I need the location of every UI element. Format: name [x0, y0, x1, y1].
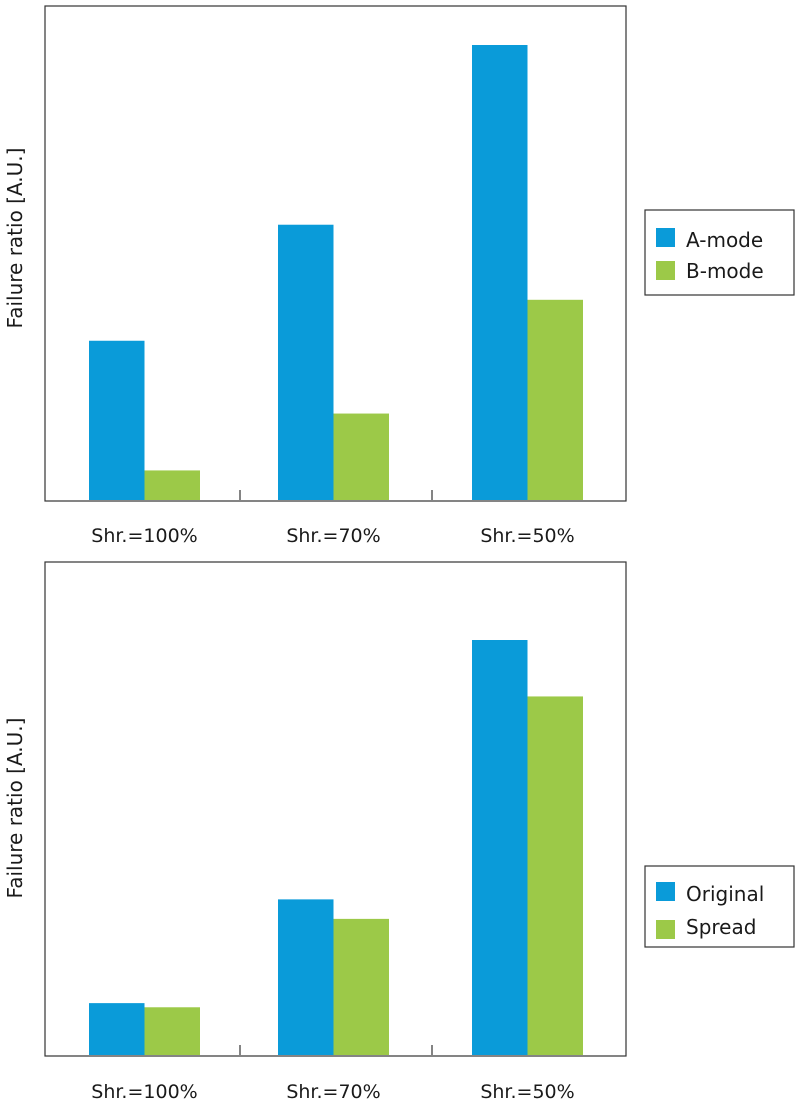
legend-label-original: Original	[686, 882, 764, 906]
legend: A-mode B-mode	[644, 209, 795, 296]
legend-label-spread: Spread	[686, 915, 756, 939]
legend-box	[644, 209, 795, 296]
bar-original-2	[472, 640, 528, 1055]
x-tick-label: Shr.=100%	[91, 1081, 197, 1103]
x-tick-label: Shr.=50%	[480, 1081, 574, 1103]
x-axis-labels: Shr.=100% Shr.=70% Shr.=50%	[91, 525, 574, 547]
bar-spread-1	[333, 918, 389, 1055]
x-axis-ticks	[239, 490, 433, 500]
x-axis-labels: Shr.=100% Shr.=70% Shr.=50%	[91, 1081, 574, 1103]
x-tick-label: Shr.=70%	[286, 525, 380, 547]
x-tick-label: Shr.=50%	[480, 525, 574, 547]
chart-bottom: Failure ratio [A.U.] Shr.=100% Shr.=70% Sh…	[3, 561, 795, 1103]
bar-original-0	[89, 1003, 145, 1055]
legend-swatch-b-mode	[656, 261, 675, 280]
legend-label-a-mode: A-mode	[686, 228, 763, 252]
legend-swatch-original	[656, 882, 675, 901]
legend: Original Spread	[644, 865, 795, 948]
bar-a-mode-0	[89, 340, 145, 500]
bar-spread-2	[527, 696, 583, 1055]
bar-a-mode-1	[278, 224, 334, 500]
bars	[89, 640, 583, 1055]
x-axis-ticks	[239, 1045, 433, 1055]
bar-b-mode-2	[527, 299, 583, 500]
bar-b-mode-1	[333, 413, 389, 500]
chart-top: Failure ratio [A.U.] Shr.=100% Shr.=70% Sh…	[3, 5, 795, 547]
legend-swatch-a-mode	[656, 228, 675, 247]
x-tick-label: Shr.=70%	[286, 1081, 380, 1103]
bar-original-1	[278, 899, 334, 1055]
bar-a-mode-2	[472, 45, 528, 500]
y-axis-label: Failure ratio [A.U.]	[3, 148, 27, 329]
legend-label-b-mode: B-mode	[686, 259, 764, 283]
bar-b-mode-0	[144, 470, 200, 500]
bars	[89, 45, 583, 500]
plot-frame	[44, 561, 627, 1057]
bar-spread-0	[144, 1007, 200, 1055]
y-axis-label: Failure ratio [A.U.]	[3, 718, 27, 899]
plot-frame	[44, 5, 627, 502]
x-tick-label: Shr.=100%	[91, 525, 197, 547]
legend-swatch-spread	[656, 920, 675, 939]
